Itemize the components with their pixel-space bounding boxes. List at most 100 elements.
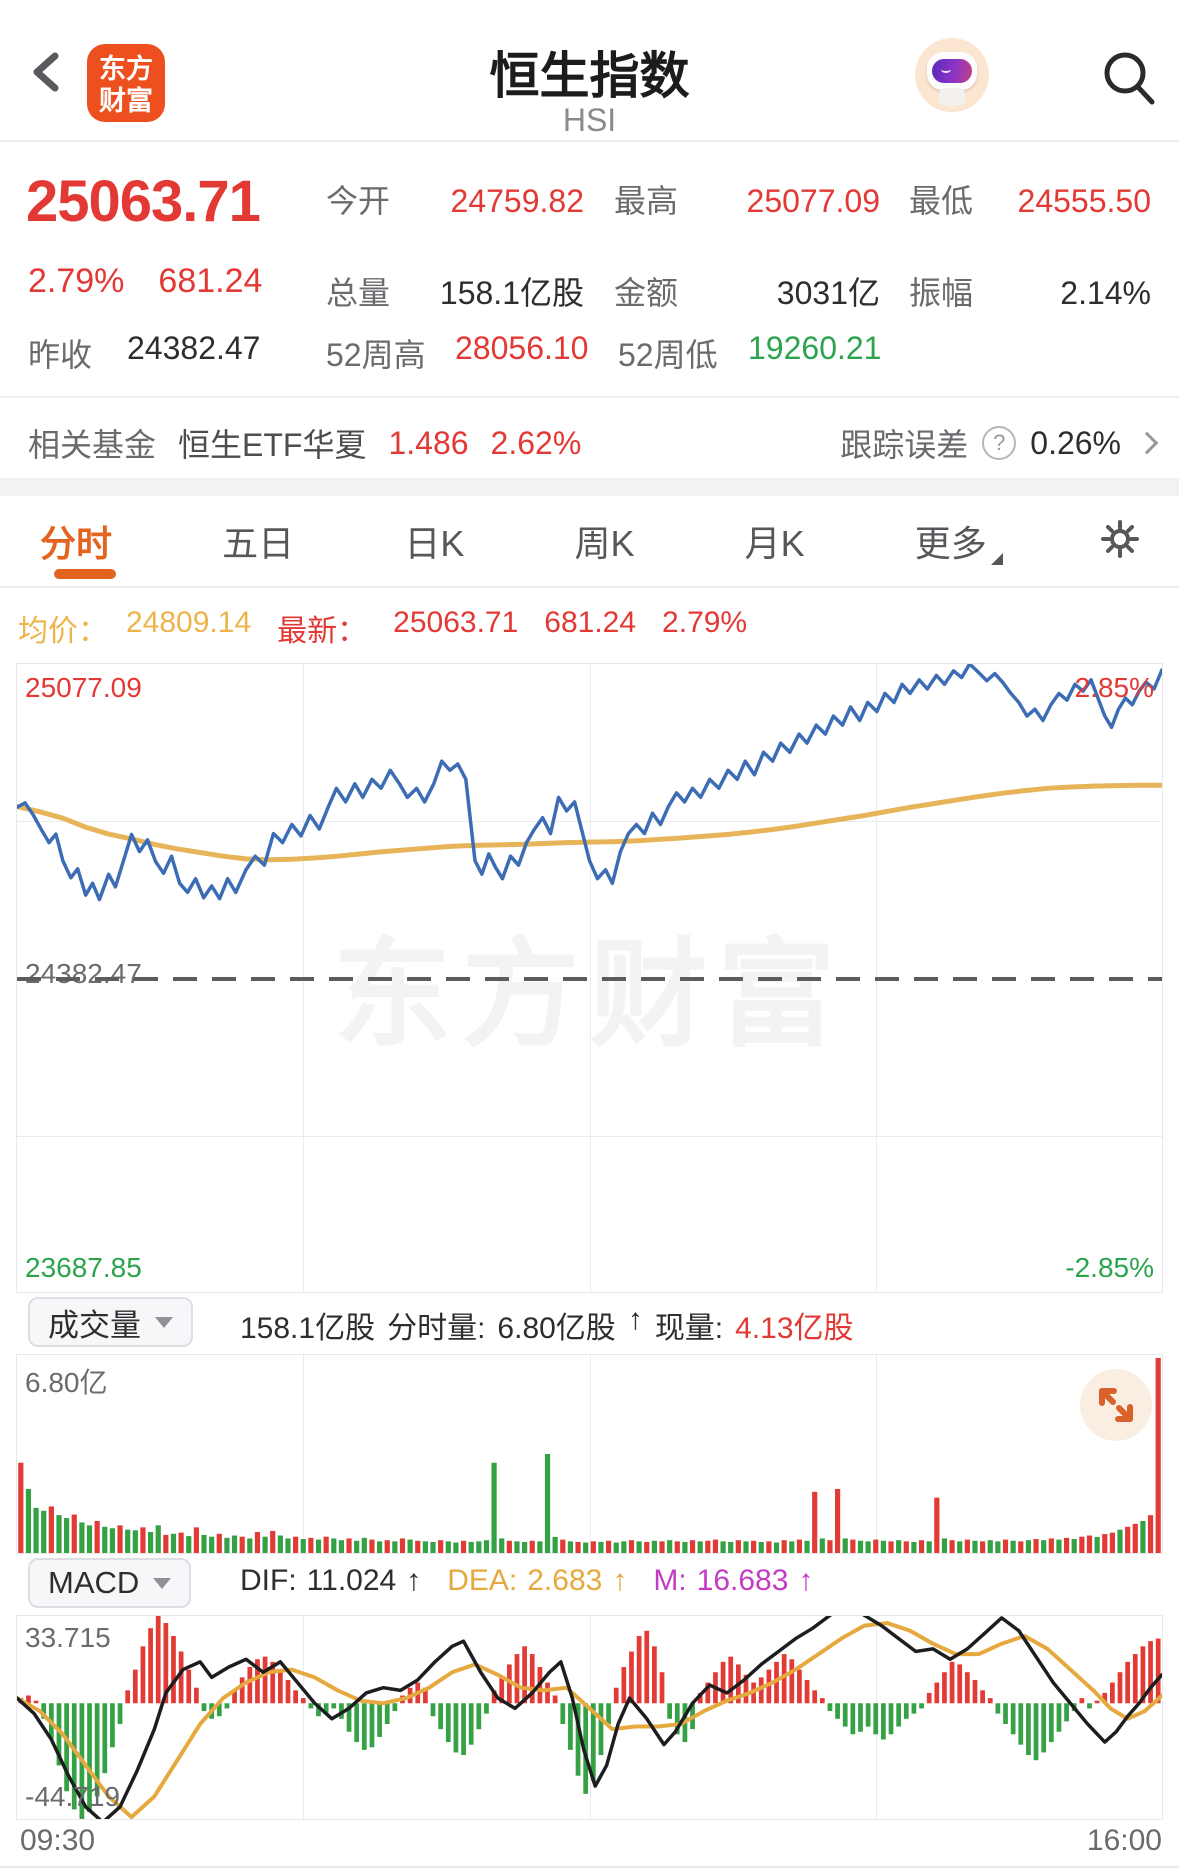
m-label: M: bbox=[653, 1564, 687, 1597]
volume-toolbar: 成交量 158.1亿股 分时量: 6.80亿股 ↑ 现量: 4.13亿股 bbox=[0, 1295, 1179, 1353]
ylabel-high: 25077.09 bbox=[25, 672, 142, 703]
tab-monthly-k[interactable]: 月K bbox=[744, 523, 805, 564]
price-line-svg bbox=[17, 664, 1162, 902]
logo-line2: 财富 bbox=[99, 86, 153, 117]
macd-max-label: 33.715 bbox=[25, 1622, 111, 1653]
ylabel-prevclose: 24382.47 bbox=[25, 958, 142, 989]
related-fund-name: 恒生ETF华夏 bbox=[178, 427, 367, 463]
header-divider bbox=[0, 140, 1179, 142]
volume-stats: 158.1亿股 分时量: 6.80亿股 ↑ 现量: 4.13亿股 bbox=[240, 1303, 854, 1347]
tabs-divider bbox=[0, 586, 1179, 588]
m-arrow: ↑ bbox=[798, 1564, 814, 1597]
active-tab-underline bbox=[54, 569, 116, 579]
axis-start: 09:30 bbox=[20, 1824, 96, 1857]
macd-min-label: -44.719 bbox=[25, 1781, 120, 1812]
dif-value: 11.024 bbox=[306, 1564, 397, 1597]
search-icon bbox=[1104, 52, 1155, 105]
up-arrow: ↑ bbox=[627, 1303, 643, 1336]
minute-vol-label: 分时量: bbox=[387, 1312, 486, 1345]
macd-indicator-selector[interactable]: MACD bbox=[28, 1558, 192, 1608]
related-fund-pct: 2.62% bbox=[490, 424, 582, 461]
volume-scale-label: 6.80亿 bbox=[25, 1367, 108, 1398]
page-title: 恒生指数 bbox=[489, 48, 690, 104]
related-fund-row[interactable]: 相关基金 恒生ETF华夏 1.486 2.62% 跟踪误差 ? 0.26% bbox=[0, 396, 1179, 478]
volume-chart[interactable]: 6.80亿 bbox=[16, 1354, 1163, 1554]
tab-more[interactable]: 更多 bbox=[915, 515, 1003, 567]
dea-label: DEA: bbox=[447, 1564, 518, 1597]
chevron-left-icon bbox=[33, 52, 59, 92]
ylabel-low: 23687.85 bbox=[25, 1252, 142, 1283]
prev-close-dashline bbox=[17, 977, 1162, 981]
ylabel-high-pct: 2.85% bbox=[1074, 672, 1154, 703]
tracking-error-label: 跟踪误差 bbox=[840, 427, 969, 463]
stat-turnover: 金额 3031亿 bbox=[614, 275, 880, 311]
m-value: 16.683 bbox=[696, 1564, 789, 1597]
watermark: 东方财富 bbox=[333, 929, 846, 1062]
macd-toolbar: MACD DIF: 11.024 ↑ DEA: 2.683 ↑ M: 16.683 ↑ bbox=[0, 1556, 1179, 1614]
stat-low: 最低 24555.50 bbox=[909, 183, 1151, 219]
back-button[interactable] bbox=[28, 52, 68, 92]
bottom-divider bbox=[0, 1866, 1179, 1868]
avg-price-label: 均价： bbox=[18, 615, 108, 648]
volume-bars-svg bbox=[18, 1357, 1161, 1553]
last-price: 25063.71 bbox=[26, 169, 261, 234]
expand-arrows-icon bbox=[1099, 1388, 1133, 1422]
search-button[interactable] bbox=[1098, 48, 1162, 112]
stat-high: 最高 25077.09 bbox=[614, 183, 880, 219]
tab-minute[interactable]: 分时 bbox=[40, 523, 113, 564]
week52-high-value: 28056.10 bbox=[455, 330, 589, 366]
period-tabs: 分时 五日 日K 周K 月K 更多 bbox=[0, 496, 1179, 586]
cur-vol-value: 4.13亿股 bbox=[735, 1312, 854, 1345]
assistant-robot-icon[interactable] bbox=[915, 38, 989, 112]
dea-value: 2.683 bbox=[527, 1564, 603, 1597]
robot-body bbox=[939, 88, 965, 106]
related-fund-label: 相关基金 bbox=[28, 427, 157, 463]
help-icon[interactable]: ? bbox=[982, 426, 1017, 460]
chevron-right-icon bbox=[1135, 431, 1159, 455]
dif-label: DIF: bbox=[240, 1564, 297, 1597]
time-axis: 09:30 16:00 bbox=[0, 1824, 1179, 1868]
eastmoney-logo[interactable]: 东方 财富 bbox=[87, 44, 165, 122]
related-fund-nav: 1.486 bbox=[388, 424, 469, 461]
tracking-error-value: 0.26% bbox=[1030, 424, 1121, 461]
change-amount: 681.24 bbox=[158, 262, 263, 300]
latest-change: 681.24 bbox=[544, 606, 637, 639]
stat-volume: 总量 158.1亿股 bbox=[326, 275, 584, 311]
change-percent: 2.79% bbox=[28, 262, 125, 300]
chart-settings-button[interactable] bbox=[1097, 516, 1143, 567]
logo-line1: 东方 bbox=[99, 54, 153, 84]
axis-end: 16:00 bbox=[1086, 1824, 1162, 1857]
volume-total: 158.1亿股 bbox=[240, 1312, 376, 1345]
robot-head bbox=[927, 52, 977, 90]
avg-price-value: 24809.14 bbox=[126, 606, 252, 639]
symbol-code: HSI bbox=[562, 102, 617, 138]
caret-down-icon bbox=[155, 1316, 173, 1328]
tab-daily-k[interactable]: 日K bbox=[404, 523, 465, 564]
more-corner-icon bbox=[990, 553, 1003, 565]
stat-open: 今开 24759.82 bbox=[326, 183, 584, 219]
caret-down-icon bbox=[153, 1577, 172, 1589]
macd-stats: DIF: 11.024 ↑ DEA: 2.683 ↑ M: 16.683 ↑ bbox=[240, 1564, 813, 1598]
minute-vol-value: 6.80亿股 bbox=[497, 1312, 616, 1345]
expand-chart-button[interactable] bbox=[1080, 1369, 1152, 1441]
intraday-chart[interactable]: 东方财富 25077.09 2.85% 24382.47 23687.85 -2… bbox=[16, 663, 1163, 1293]
section-separator bbox=[0, 478, 1179, 496]
stat-amplitude: 振幅 2.14% bbox=[909, 275, 1151, 311]
tab-weekly-k[interactable]: 周K bbox=[574, 523, 635, 564]
tab-5day[interactable]: 五日 bbox=[222, 523, 295, 564]
dea-arrow: ↑ bbox=[612, 1564, 628, 1597]
related-fund-left: 相关基金 恒生ETF华夏 1.486 2.62% bbox=[28, 420, 581, 466]
macd-chart[interactable]: 33.715 -44.719 bbox=[16, 1615, 1163, 1820]
latest-value: 25063.71 bbox=[393, 606, 519, 639]
ylabel-low-pct: -2.85% bbox=[1065, 1252, 1154, 1283]
macd-svg bbox=[17, 1616, 1162, 1819]
dif-arrow: ↑ bbox=[406, 1564, 422, 1597]
chart-legend: 均价： 24809.14 最新： 25063.71 681.24 2.79% bbox=[18, 606, 1158, 650]
tracking-error-group: 跟踪误差 ? 0.26% bbox=[840, 420, 1159, 466]
prev-close-value: 24382.47 bbox=[127, 330, 261, 366]
latest-pct: 2.79% bbox=[662, 606, 748, 639]
week52-low-value: 19260.21 bbox=[748, 330, 882, 366]
cur-vol-label: 现量: bbox=[654, 1312, 724, 1345]
volume-indicator-selector[interactable]: 成交量 bbox=[28, 1297, 193, 1347]
